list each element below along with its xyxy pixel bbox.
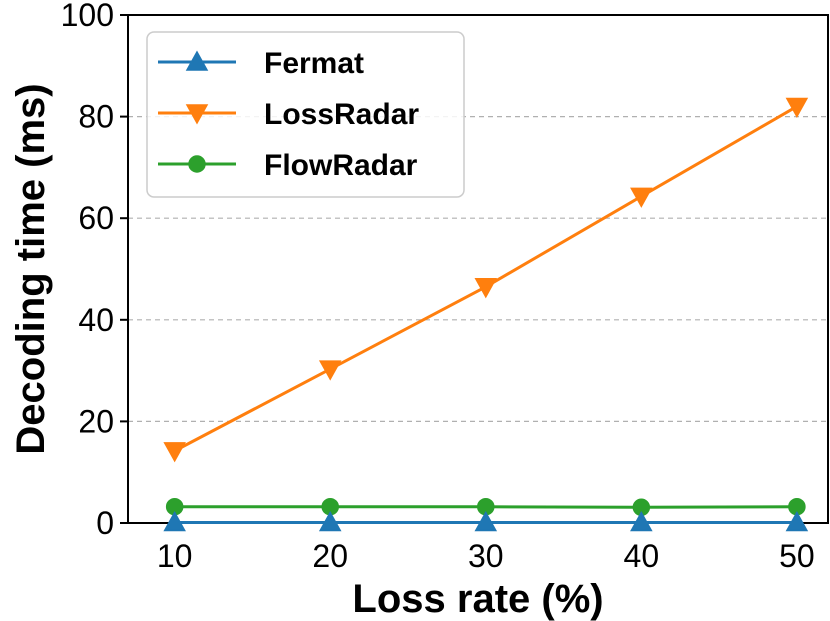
legend: Fermat LossRadar FlowRadar xyxy=(146,31,465,198)
y-tick-label: 20 xyxy=(78,403,114,439)
x-tick-label: 10 xyxy=(157,538,193,574)
y-axis: 0 20 40 60 80 100 xyxy=(61,0,128,541)
data-point xyxy=(630,187,653,208)
data-point xyxy=(474,510,498,532)
legend-item: FlowRadar xyxy=(158,149,418,182)
data-point xyxy=(163,510,186,532)
legend-label: FlowRadar xyxy=(264,149,418,182)
legend-label: LossRadar xyxy=(264,98,419,131)
x-tick-label: 40 xyxy=(624,538,660,574)
legend-item: Fermat xyxy=(158,47,364,80)
y-tick-label: 80 xyxy=(78,99,114,135)
x-axis-title: Loss rate (%) xyxy=(352,577,603,621)
y-tick-label: 0 xyxy=(96,505,114,541)
data-point xyxy=(630,510,653,532)
legend-marker xyxy=(188,155,206,173)
series xyxy=(163,97,809,532)
data-point xyxy=(318,510,342,532)
x-axis: 10 20 30 40 50 xyxy=(157,523,815,574)
y-axis-title: Decoding time (ms) xyxy=(9,83,53,454)
legend-marker xyxy=(185,104,209,125)
legend-box xyxy=(146,31,465,198)
data-point xyxy=(785,97,809,118)
series-flowradar xyxy=(165,497,806,517)
series-lossradar xyxy=(163,97,809,463)
y-tick-label: 40 xyxy=(78,302,114,338)
legend-label: Fermat xyxy=(264,47,364,80)
legend-item: LossRadar xyxy=(158,98,419,131)
legend-marker xyxy=(185,50,209,71)
data-point xyxy=(318,360,342,381)
x-tick-label: 20 xyxy=(312,538,348,574)
data-point xyxy=(785,510,809,532)
series-fermat xyxy=(163,510,809,532)
x-tick-label: 50 xyxy=(779,538,815,574)
x-tick-label: 30 xyxy=(468,538,504,574)
data-point xyxy=(163,442,186,463)
y-tick-label: 100 xyxy=(61,0,114,33)
y-tick-label: 60 xyxy=(78,200,114,236)
data-point xyxy=(474,278,498,299)
